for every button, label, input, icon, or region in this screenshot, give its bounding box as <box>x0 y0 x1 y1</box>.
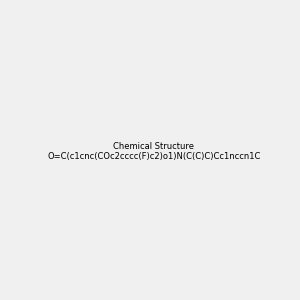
Text: Chemical Structure
O=C(c1cnc(COc2cccc(F)c2)o1)N(C(C)C)Cc1nccn1C: Chemical Structure O=C(c1cnc(COc2cccc(F)… <box>47 142 260 161</box>
